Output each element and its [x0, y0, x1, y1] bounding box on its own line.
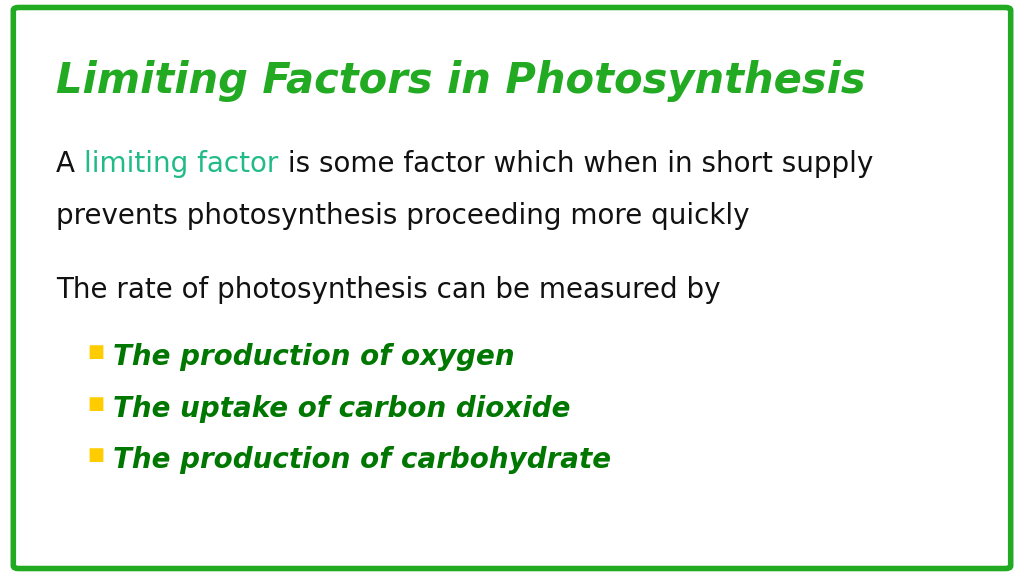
Text: The uptake of carbon dioxide: The uptake of carbon dioxide [113, 395, 570, 423]
Text: Limiting Factors in Photosynthesis: Limiting Factors in Photosynthesis [56, 60, 866, 103]
Text: limiting factor: limiting factor [84, 150, 279, 178]
Text: The rate of photosynthesis can be measured by: The rate of photosynthesis can be measur… [56, 276, 721, 305]
Text: ■: ■ [87, 446, 104, 464]
Text: ■: ■ [87, 395, 104, 412]
Text: ■: ■ [87, 343, 104, 361]
Text: is some factor which when in short supply: is some factor which when in short suppl… [279, 150, 872, 178]
Text: prevents photosynthesis proceeding more quickly: prevents photosynthesis proceeding more … [56, 202, 750, 230]
Text: A: A [56, 150, 84, 178]
Text: The production of carbohydrate: The production of carbohydrate [113, 446, 610, 475]
Text: The production of oxygen: The production of oxygen [113, 343, 514, 371]
FancyBboxPatch shape [13, 7, 1011, 569]
